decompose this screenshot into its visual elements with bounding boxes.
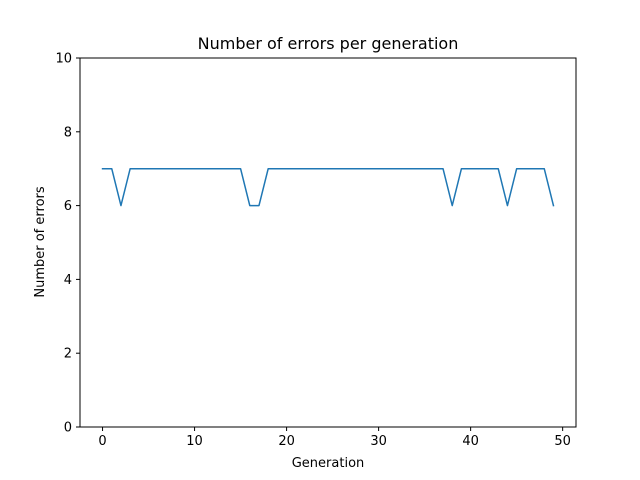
x-tick-label: 0 xyxy=(98,434,106,449)
x-tick-label: 20 xyxy=(278,434,295,449)
x-tick-label: 30 xyxy=(370,434,387,449)
x-axis-label: Generation xyxy=(292,456,365,471)
x-tick-label: 40 xyxy=(462,434,479,449)
plot-area xyxy=(80,58,576,427)
plot-frame xyxy=(79,57,577,428)
y-tick-label: 4 xyxy=(64,273,72,288)
axis-ticks: 0 10 20 30 40 50 0 2 4 6 8 10 xyxy=(55,52,570,450)
y-tick-label: 10 xyxy=(55,52,72,67)
y-tick-label: 8 xyxy=(64,125,72,140)
y-tick-label: 0 xyxy=(64,421,72,436)
y-axis-label: Number of errors xyxy=(33,186,48,297)
series-line-0 xyxy=(101,167,555,207)
y-tick-label: 2 xyxy=(64,347,72,362)
x-tick-label: 10 xyxy=(186,434,203,449)
y-tick-label: 6 xyxy=(64,199,72,214)
x-tick-label: 50 xyxy=(554,434,571,449)
chart-title: Number of errors per generation xyxy=(198,34,459,53)
series-layer xyxy=(101,167,555,207)
